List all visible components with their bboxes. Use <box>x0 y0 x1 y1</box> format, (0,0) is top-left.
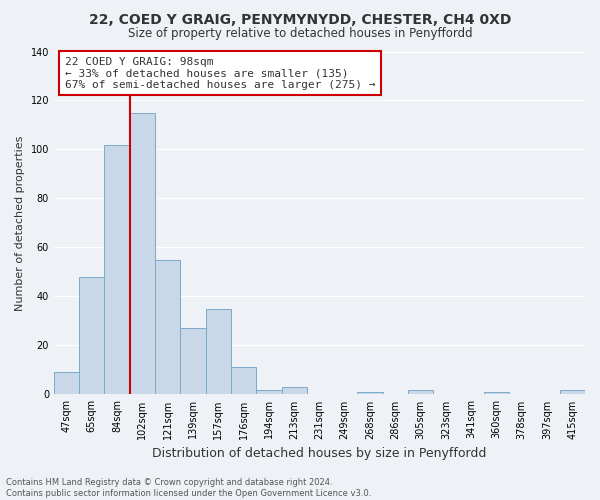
X-axis label: Distribution of detached houses by size in Penyffordd: Distribution of detached houses by size … <box>152 447 487 460</box>
Bar <box>358 392 383 394</box>
Bar <box>104 144 130 394</box>
Text: Contains HM Land Registry data © Crown copyright and database right 2024.
Contai: Contains HM Land Registry data © Crown c… <box>6 478 371 498</box>
Text: Size of property relative to detached houses in Penyffordd: Size of property relative to detached ho… <box>128 28 472 40</box>
Bar <box>408 390 433 394</box>
Bar <box>206 308 231 394</box>
Text: 22 COED Y GRAIG: 98sqm
← 33% of detached houses are smaller (135)
67% of semi-de: 22 COED Y GRAIG: 98sqm ← 33% of detached… <box>65 56 375 90</box>
Text: 22, COED Y GRAIG, PENYMYNYDD, CHESTER, CH4 0XD: 22, COED Y GRAIG, PENYMYNYDD, CHESTER, C… <box>89 12 511 26</box>
Y-axis label: Number of detached properties: Number of detached properties <box>15 136 25 310</box>
Bar <box>484 392 509 394</box>
Bar <box>54 372 79 394</box>
Bar <box>155 260 181 394</box>
Bar <box>79 277 104 394</box>
Bar <box>130 112 155 394</box>
Bar <box>256 390 281 394</box>
Bar <box>281 387 307 394</box>
Bar <box>560 390 585 394</box>
Bar <box>231 368 256 394</box>
Bar <box>181 328 206 394</box>
